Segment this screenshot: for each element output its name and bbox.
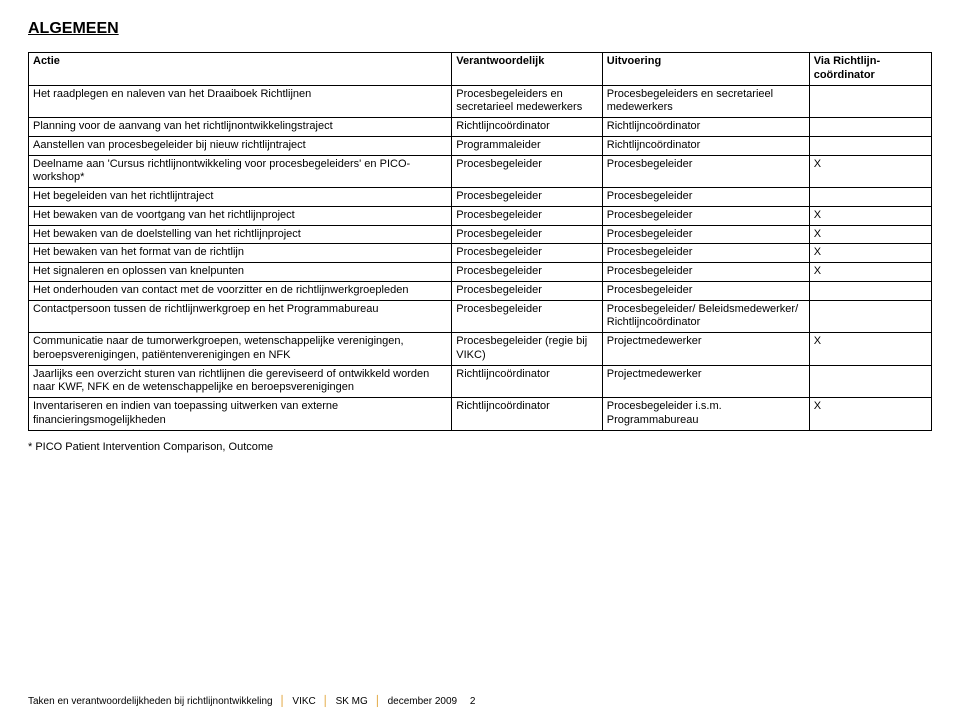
cell-via <box>809 136 931 155</box>
cell-actie: Jaarlijks een overzicht sturen van richt… <box>29 365 452 398</box>
cell-via: X <box>809 333 931 366</box>
cell-uitv: Procesbegeleider <box>602 225 809 244</box>
cell-via: X <box>809 155 931 188</box>
table-row: Het bewaken van de doelstelling van het … <box>29 225 932 244</box>
cell-via <box>809 300 931 333</box>
cell-actie: Contactpersoon tussen de richtlijnwerkgr… <box>29 300 452 333</box>
cell-uitv: Procesbegeleider/ Beleidsmedewerker/ Ric… <box>602 300 809 333</box>
cell-via <box>809 85 931 118</box>
cell-via <box>809 281 931 300</box>
footer-right: SK MG <box>336 696 368 707</box>
cell-verant: Procesbegeleider <box>452 225 602 244</box>
cell-uitv: Procesbegeleiders en secretarieel medewe… <box>602 85 809 118</box>
cell-actie: Planning voor de aanvang van het richtli… <box>29 118 452 137</box>
col-via: Via Richtlijn-coördinator <box>809 53 931 86</box>
cell-verant: Procesbegeleider <box>452 206 602 225</box>
cell-uitv: Procesbegeleider <box>602 263 809 282</box>
cell-uitv: Procesbegeleider <box>602 155 809 188</box>
cell-via: X <box>809 225 931 244</box>
cell-actie: Inventariseren en indien van toepassing … <box>29 398 452 431</box>
cell-actie: Het raadplegen en naleven van het Draaib… <box>29 85 452 118</box>
section-title: ALGEMEEN <box>28 20 932 38</box>
table-row: Het bewaken van het format van de richtl… <box>29 244 932 263</box>
cell-actie: Communicatie naar de tumorwerkgroepen, w… <box>29 333 452 366</box>
footnote: * PICO Patient Intervention Comparison, … <box>28 441 932 453</box>
cell-via: X <box>809 206 931 225</box>
cell-uitv: Richtlijncoördinator <box>602 136 809 155</box>
table-row: Jaarlijks een overzicht sturen van richt… <box>29 365 932 398</box>
col-uitvoering: Uitvoering <box>602 53 809 86</box>
cell-verant: Procesbegeleider <box>452 244 602 263</box>
cell-actie: Het bewaken van de voortgang van het ric… <box>29 206 452 225</box>
cell-verant: Procesbegeleider <box>452 263 602 282</box>
cell-actie: Het onderhouden van contact met de voorz… <box>29 281 452 300</box>
page-footer: Taken en verantwoordelijkheden bij richt… <box>28 696 475 707</box>
table-row: Het onderhouden van contact met de voorz… <box>29 281 932 300</box>
cell-actie: Deelname aan 'Cursus richtlijnontwikkeli… <box>29 155 452 188</box>
cell-verant: Programmaleider <box>452 136 602 155</box>
table-header-row: Actie Verantwoordelijk Uitvoering Via Ri… <box>29 53 932 86</box>
footer-sep-icon: │ <box>275 696 289 707</box>
table-row: Contactpersoon tussen de richtlijnwerkgr… <box>29 300 932 333</box>
footer-date: december 2009 <box>388 696 458 707</box>
cell-uitv: Projectmedewerker <box>602 365 809 398</box>
table-row: Het begeleiden van het richtlijntrajectP… <box>29 188 932 207</box>
cell-uitv: Projectmedewerker <box>602 333 809 366</box>
responsibility-table: Actie Verantwoordelijk Uitvoering Via Ri… <box>28 52 932 431</box>
table-row: Communicatie naar de tumorwerkgroepen, w… <box>29 333 932 366</box>
footer-mid: VIKC <box>292 696 315 707</box>
footer-sep-icon: │ <box>371 696 385 707</box>
cell-uitv: Procesbegeleider <box>602 281 809 300</box>
table-row: Het raadplegen en naleven van het Draaib… <box>29 85 932 118</box>
cell-verant: Procesbegeleider <box>452 300 602 333</box>
table-row: Het signaleren en oplossen van knelpunte… <box>29 263 932 282</box>
cell-via: X <box>809 263 931 282</box>
cell-verant: Richtlijncoördinator <box>452 118 602 137</box>
cell-via <box>809 188 931 207</box>
table-row: Inventariseren en indien van toepassing … <box>29 398 932 431</box>
table-row: Planning voor de aanvang van het richtli… <box>29 118 932 137</box>
table-row: Aanstellen van procesbegeleider bij nieu… <box>29 136 932 155</box>
cell-via <box>809 365 931 398</box>
cell-verant: Procesbegeleider <box>452 281 602 300</box>
cell-actie: Het signaleren en oplossen van knelpunte… <box>29 263 452 282</box>
cell-verant: Procesbegeleiders en secretarieel medewe… <box>452 85 602 118</box>
page-number: 2 <box>470 696 476 707</box>
col-verantwoordelijk: Verantwoordelijk <box>452 53 602 86</box>
cell-actie: Het begeleiden van het richtlijntraject <box>29 188 452 207</box>
cell-uitv: Procesbegeleider <box>602 244 809 263</box>
col-actie: Actie <box>29 53 452 86</box>
cell-via: X <box>809 244 931 263</box>
cell-verant: Procesbegeleider (regie bij VIKC) <box>452 333 602 366</box>
cell-actie: Het bewaken van het format van de richtl… <box>29 244 452 263</box>
cell-via: X <box>809 398 931 431</box>
cell-uitv: Richtlijncoördinator <box>602 118 809 137</box>
table-row: Het bewaken van de voortgang van het ric… <box>29 206 932 225</box>
cell-verant: Richtlijncoördinator <box>452 365 602 398</box>
cell-uitv: Procesbegeleider <box>602 188 809 207</box>
cell-uitv: Procesbegeleider i.s.m. Programmabureau <box>602 398 809 431</box>
table-row: Deelname aan 'Cursus richtlijnontwikkeli… <box>29 155 932 188</box>
cell-actie: Aanstellen van procesbegeleider bij nieu… <box>29 136 452 155</box>
cell-via <box>809 118 931 137</box>
footer-sep-icon: │ <box>319 696 333 707</box>
cell-actie: Het bewaken van de doelstelling van het … <box>29 225 452 244</box>
cell-uitv: Procesbegeleider <box>602 206 809 225</box>
cell-verant: Procesbegeleider <box>452 188 602 207</box>
footer-left: Taken en verantwoordelijkheden bij richt… <box>28 696 273 707</box>
cell-verant: Procesbegeleider <box>452 155 602 188</box>
cell-verant: Richtlijncoördinator <box>452 398 602 431</box>
